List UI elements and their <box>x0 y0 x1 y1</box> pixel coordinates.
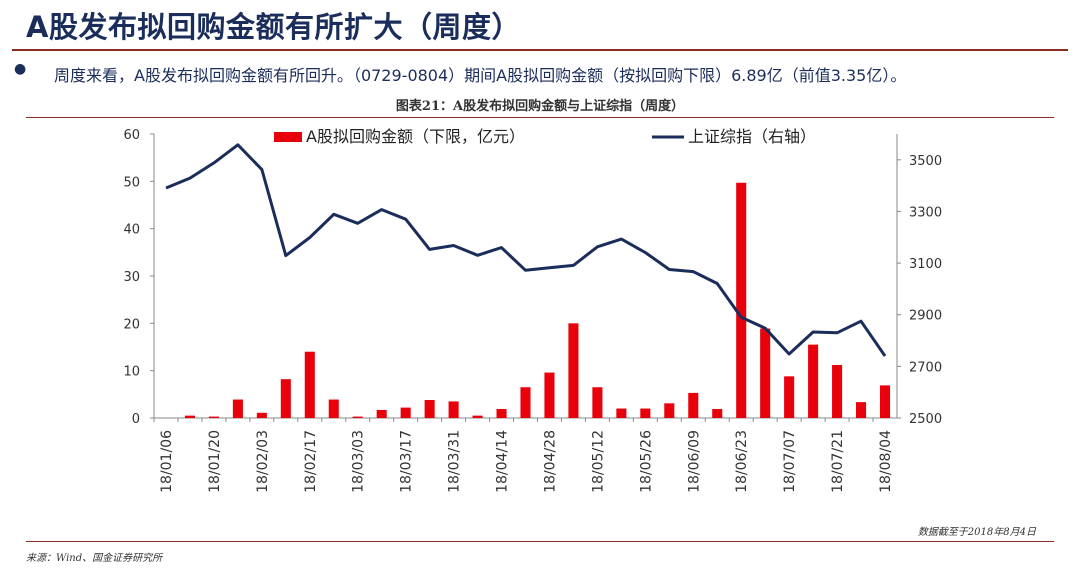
bar-series <box>184 182 891 418</box>
bar-repurchase-18/01/27 <box>232 399 243 418</box>
x-tick-label: 18/07/21 <box>830 430 846 493</box>
bar-repurchase-18/08/04 <box>879 385 891 418</box>
bullet-icon: ● <box>14 61 27 77</box>
legend-swatch-bar <box>274 132 302 142</box>
footer-divider <box>26 541 1054 542</box>
y-left-tick-label: 60 <box>123 128 140 143</box>
x-tick-label: 18/08/04 <box>878 430 894 493</box>
source-note: 来源：Wind、国金证券研究所 <box>26 553 163 564</box>
bar-repurchase-18/06/23 <box>736 182 747 418</box>
caption-divider <box>26 117 1054 118</box>
bar-repurchase-18/04/28 <box>544 372 555 418</box>
title-divider <box>12 49 1068 51</box>
data-date-note: 数据截至于2018年8月4日 <box>917 527 1036 538</box>
bar-repurchase-18/06/16 <box>712 409 723 418</box>
bar-repurchase-18/03/24 <box>424 400 435 418</box>
bar-repurchase-18/05/05 <box>568 323 579 418</box>
y-right-tick-label: 2900 <box>909 309 942 324</box>
y-right-tick-label: 2500 <box>909 412 942 427</box>
chart: 0 10 20 30 40 50 60 2500 2700 2900 3100 3300 3500 18/… <box>123 127 942 493</box>
y-left-tick-label: 20 <box>123 317 140 332</box>
x-tick-label: 18/05/12 <box>590 430 606 493</box>
y-right-tick-label: 3500 <box>909 154 942 169</box>
y-left-tick-label: 10 <box>123 365 140 380</box>
summary-bullet-text: 周度来看，A股发布拟回购金额有所回升。（0729-0804）期间A股拟回购金额（… <box>54 66 907 85</box>
bar-repurchase-18/06/02 <box>664 403 675 418</box>
bar-repurchase-18/05/19 <box>616 408 627 418</box>
bar-repurchase-18/03/10 <box>376 409 387 418</box>
bar-repurchase-18/03/03 <box>352 416 363 418</box>
bar-repurchase-18/06/09 <box>688 392 699 418</box>
line-shanghai-composite <box>165 143 887 357</box>
y-right-tick-label: 3300 <box>909 205 942 220</box>
figure-caption: 图表21：A股发布拟回购金额与上证综指（周度） <box>395 99 685 114</box>
bar-repurchase-18/07/14 <box>808 344 819 418</box>
bar-repurchase-18/04/14 <box>496 409 507 418</box>
x-tick-label: 18/04/14 <box>495 430 511 493</box>
x-tick-label: 18/07/07 <box>782 430 798 493</box>
x-tick-label: 18/06/23 <box>734 430 750 493</box>
x-tick-label: 18/03/17 <box>399 430 415 493</box>
legend: A股拟回购金额（下限，亿元） 上证综指（右轴） <box>274 127 816 146</box>
bar-repurchase-18/06/30 <box>760 328 771 418</box>
y-left-tick-label: 0 <box>132 412 140 427</box>
y-left-tick-label: 40 <box>123 223 140 238</box>
bar-repurchase-18/02/17 <box>304 351 315 418</box>
bar-repurchase-18/04/21 <box>520 387 531 418</box>
x-tick-label: 18/05/26 <box>638 430 654 493</box>
bar-repurchase-18/01/13 <box>184 415 195 418</box>
x-tick-label: 18/02/17 <box>303 430 319 493</box>
y-left-tick-label: 50 <box>123 175 140 190</box>
x-tick-label: 18/01/20 <box>207 430 223 493</box>
bar-repurchase-18/02/03 <box>256 412 267 418</box>
x-tick-label: 18/03/31 <box>447 430 463 493</box>
bar-repurchase-18/07/21 <box>832 364 843 418</box>
axes-layer: 0 10 20 30 40 50 60 2500 2700 2900 3100 3300 3500 18/… <box>123 128 942 493</box>
bar-repurchase-18/03/17 <box>400 407 411 418</box>
x-tick-label: 18/01/06 <box>159 430 175 493</box>
x-tick-label: 18/03/03 <box>351 430 367 493</box>
x-tick-label: 18/06/09 <box>686 430 702 493</box>
page-title: A股发布拟回购金额有所扩大（周度） <box>26 10 521 44</box>
legend-label-line: 上证综指（右轴） <box>688 127 816 146</box>
bar-repurchase-18/02/24 <box>328 399 339 418</box>
bar-repurchase-18/03/31 <box>448 401 459 418</box>
line-series <box>165 143 887 357</box>
bar-repurchase-18/05/26 <box>640 408 651 418</box>
legend-label-bar: A股拟回购金额（下限，亿元） <box>306 127 525 146</box>
x-tick-label: 18/04/28 <box>542 430 558 493</box>
bar-repurchase-18/01/20 <box>208 416 219 418</box>
y-left-tick-label: 30 <box>123 270 140 285</box>
bar-repurchase-18/07/07 <box>784 376 795 418</box>
bar-repurchase-18/04/07 <box>472 415 483 418</box>
y-right-tick-label: 2700 <box>909 360 942 375</box>
y-right-tick-label: 3100 <box>909 257 942 272</box>
bar-repurchase-18/02/10 <box>280 379 291 418</box>
bar-repurchase-18/07/28 <box>856 402 867 418</box>
x-tick-label: 18/02/03 <box>255 430 271 493</box>
bar-repurchase-18/05/12 <box>592 387 603 418</box>
